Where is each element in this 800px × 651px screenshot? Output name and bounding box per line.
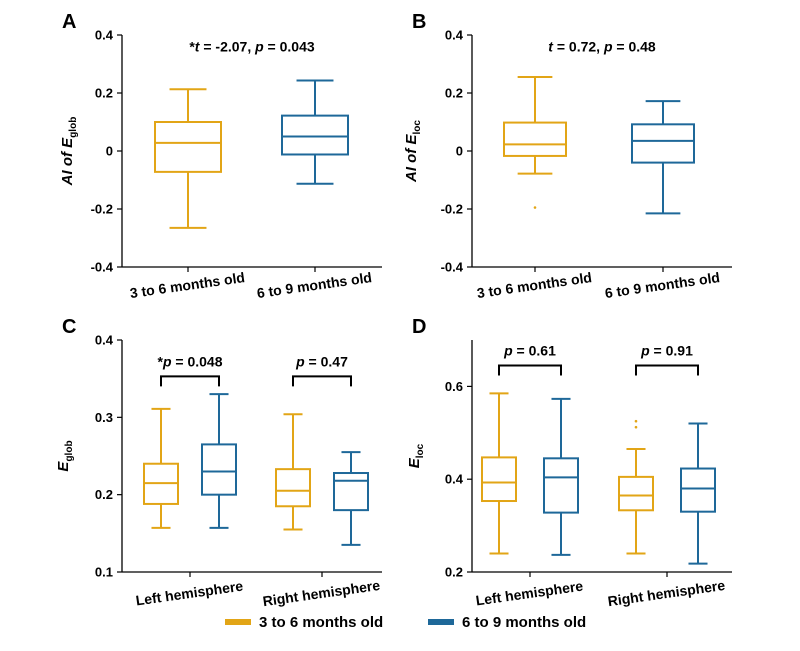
box-6-to-9: [680, 422, 716, 565]
box-iqr: [154, 121, 222, 173]
box-6-to-9: [333, 451, 369, 546]
box-iqr: [201, 443, 237, 496]
x-category-label: 6 to 9 months old: [604, 269, 721, 301]
box-6-to-9: [281, 79, 349, 185]
box-iqr: [618, 475, 654, 512]
y-tick-label: 0.3: [95, 410, 113, 425]
panel-c: C 0.1 0.2 0.3 0.4 Eglob Left hemisphere Right h…: [55, 316, 382, 609]
x-category-label: Left hemisphere: [475, 578, 585, 609]
significance-text: *p = 0.048: [157, 353, 222, 369]
panel-d: D 0.2 0.4 0.6 Eloc Left hemisphere Right hemis…: [406, 316, 732, 609]
box-iqr: [275, 468, 311, 508]
box-iqr: [481, 456, 517, 503]
y-axis-label: Eloc: [406, 443, 426, 468]
box-3-to-6: [154, 88, 222, 229]
panel-letter: A: [62, 11, 76, 33]
significance-text: p = 0.47: [295, 353, 348, 369]
significance-annotation: p = 0.47: [292, 353, 352, 387]
y-tick-label: 0: [456, 144, 463, 159]
panel-b: B -0.4 -0.2 0 0.2 0.4 AI of Eloc 3 to 6 months …: [403, 11, 732, 301]
y-tick-label: 0.2: [95, 487, 113, 502]
box-6-to-9: [631, 100, 695, 215]
legend-swatch: [225, 619, 251, 625]
legend-swatch: [428, 619, 454, 625]
box-3-to-6: [503, 76, 567, 209]
significance-text: *t = -2.07, p = 0.043: [189, 39, 315, 55]
y-axis-label: AI of Eglob: [59, 117, 79, 187]
box-iqr: [333, 472, 369, 512]
significance-text: p = 0.61: [503, 343, 556, 359]
box-3-to-6: [618, 419, 654, 555]
box-3-to-6: [275, 413, 311, 531]
significance-annotation: p = 0.91: [635, 343, 699, 376]
y-tick-label: 0.4: [445, 472, 464, 487]
y-tick-label: -0.4: [441, 260, 464, 275]
box-iqr: [281, 114, 349, 156]
outlier-point: [634, 419, 638, 423]
box-3-to-6: [481, 392, 517, 555]
panel-a: A -0.4 -0.2 0 0.2 0.4 AI of Eglob 3 to 6 months…: [59, 11, 382, 301]
y-tick-label: 0.1: [95, 565, 113, 580]
y-tick-label: 0.6: [445, 379, 463, 394]
panel-letter: B: [412, 11, 426, 33]
y-axis-label: Eglob: [55, 440, 75, 471]
y-tick-label: -0.2: [91, 202, 113, 217]
y-tick-label: 0: [106, 144, 113, 159]
y-tick-label: 0.4: [445, 28, 464, 43]
legend-item: 3 to 6 months old: [225, 614, 383, 631]
box-iqr: [503, 121, 567, 157]
panel-letter: D: [412, 316, 426, 338]
box-iqr: [543, 457, 579, 514]
significance-text: p = 0.91: [640, 343, 693, 359]
outlier-point: [634, 425, 638, 429]
legend-label: 6 to 9 months old: [462, 614, 586, 631]
y-tick-label: 0.4: [95, 333, 114, 348]
significance-annotation: *t = -2.07, p = 0.043: [189, 39, 315, 55]
significance-bracket: [160, 375, 220, 387]
significance-annotation: t = 0.72, p = 0.48: [548, 39, 656, 55]
y-axis-label: AI of Eloc: [403, 120, 423, 183]
box-iqr: [631, 123, 695, 164]
y-tick-label: 0.2: [95, 86, 113, 101]
y-tick-label: 0.2: [445, 86, 463, 101]
box-3-to-6: [143, 407, 179, 529]
significance-bracket: [498, 364, 562, 376]
x-category-label: Left hemisphere: [135, 578, 245, 609]
significance-annotation: *p = 0.048: [157, 353, 223, 387]
box-6-to-9: [543, 397, 579, 556]
box-6-to-9: [201, 393, 237, 529]
y-tick-label: 0.2: [445, 565, 463, 580]
legend-label: 3 to 6 months old: [259, 614, 383, 631]
x-category-label: 3 to 6 months old: [129, 269, 246, 301]
y-tick-label: -0.4: [91, 260, 114, 275]
significance-bracket: [292, 375, 352, 387]
legend: 3 to 6 months old 6 to 9 months old: [225, 614, 586, 631]
outlier-point: [533, 206, 537, 209]
panel-letter: C: [62, 316, 76, 338]
x-category-label: 3 to 6 months old: [476, 269, 593, 301]
significance-text: t = 0.72, p = 0.48: [548, 39, 656, 55]
x-category-label: Right hemisphere: [607, 577, 727, 609]
y-tick-label: 0.4: [95, 28, 114, 43]
y-tick-label: -0.2: [441, 202, 463, 217]
significance-bracket: [635, 364, 699, 376]
x-category-label: Right hemisphere: [262, 577, 382, 609]
significance-annotation: p = 0.61: [498, 343, 562, 376]
legend-item: 6 to 9 months old: [428, 614, 586, 631]
x-category-label: 6 to 9 months old: [256, 269, 373, 301]
box-iqr: [680, 467, 716, 513]
